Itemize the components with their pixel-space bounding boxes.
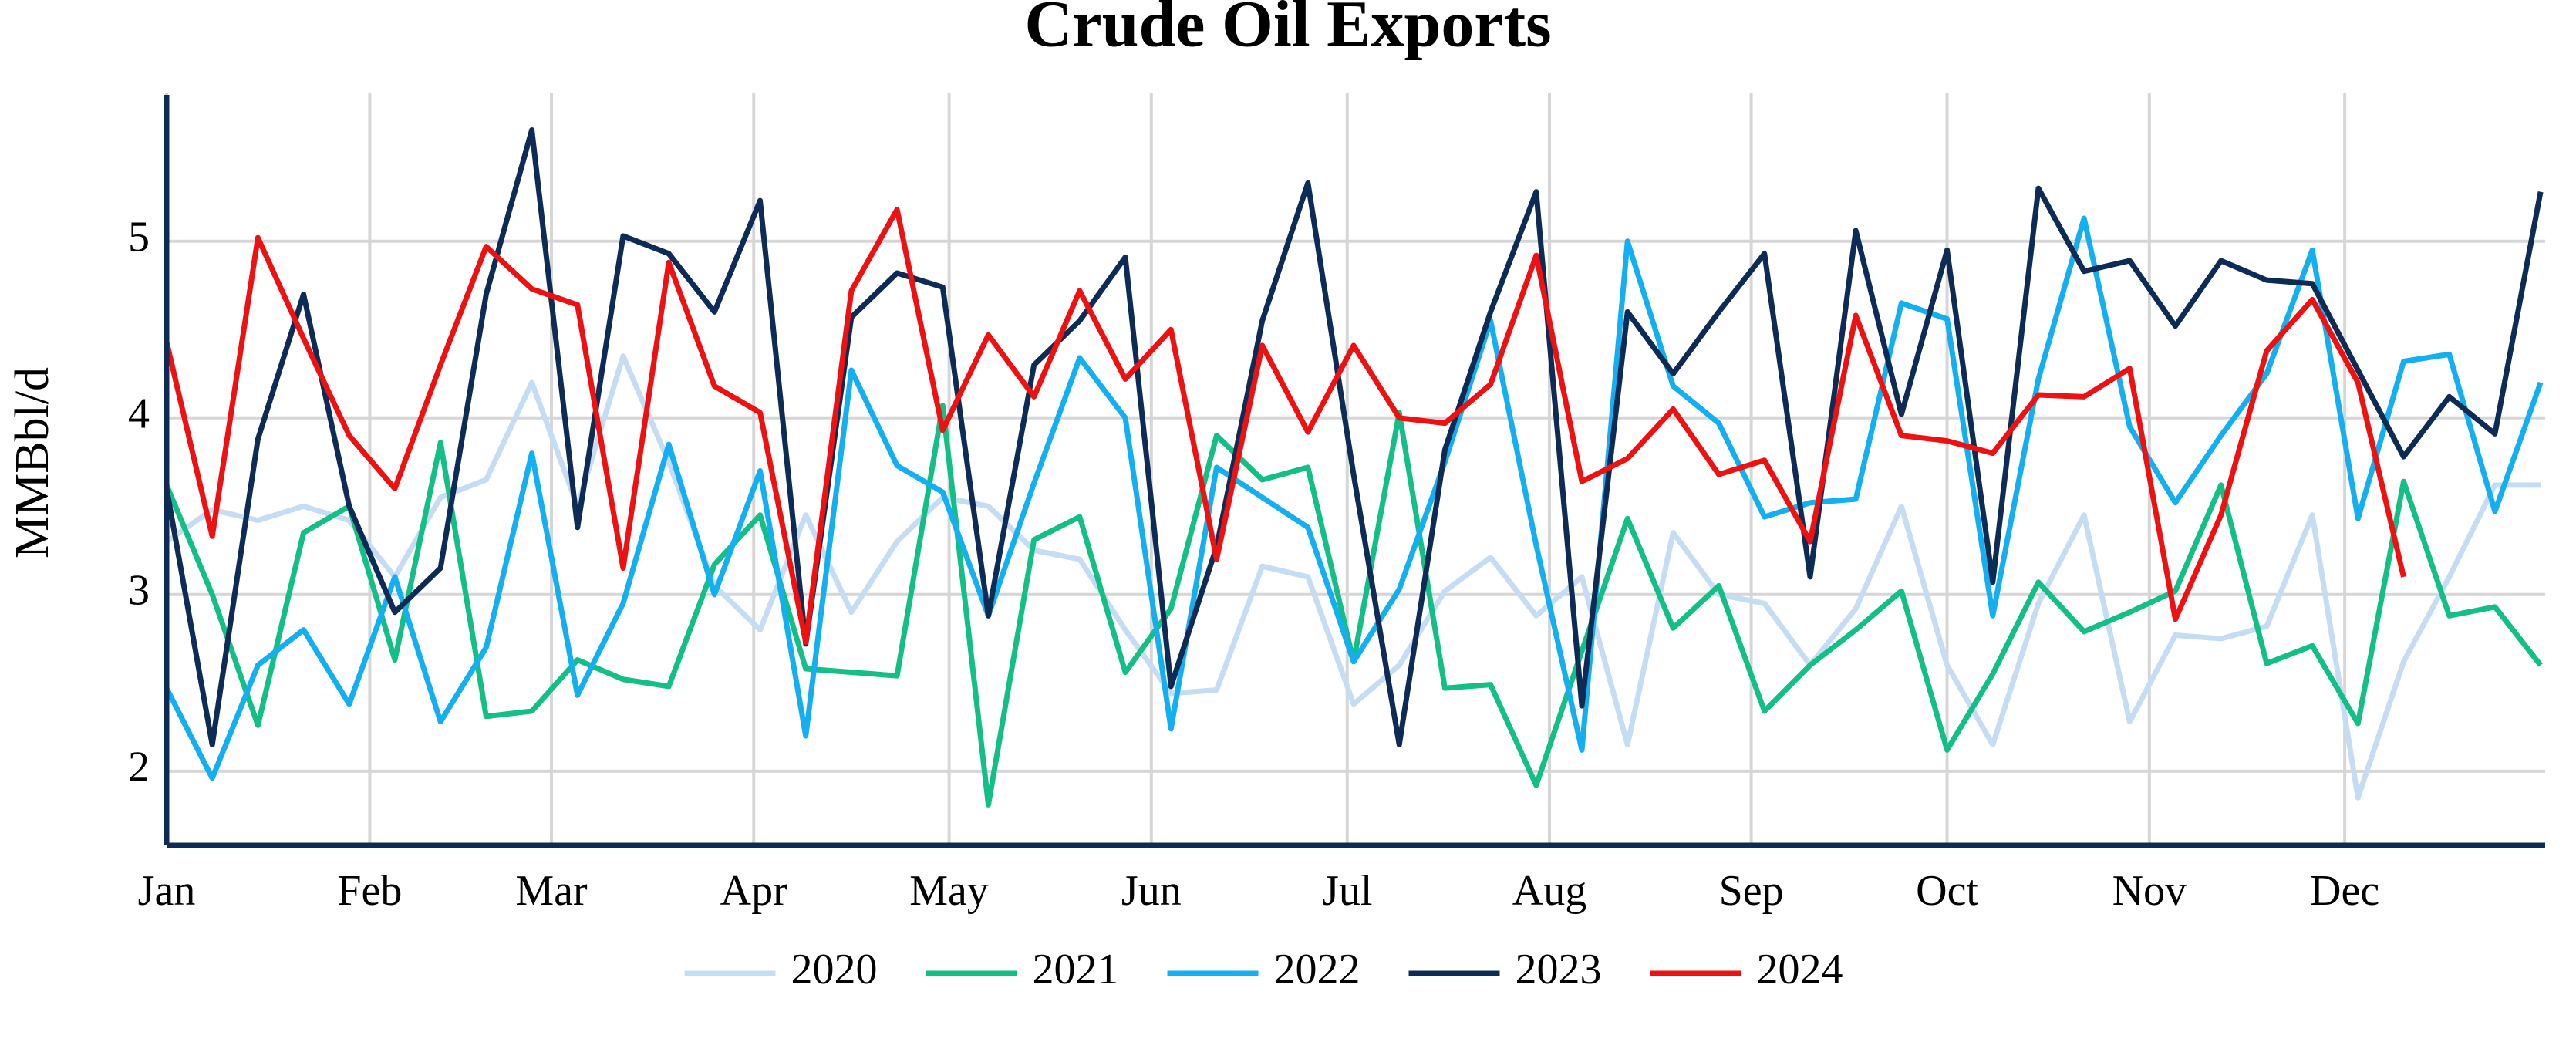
legend-label: 2021 <box>1033 946 1119 993</box>
series-line <box>167 353 2541 801</box>
x-tick-label: Jan <box>138 867 196 915</box>
y-tick-label: 2 <box>128 744 150 791</box>
y-tick-label: 3 <box>128 567 150 615</box>
x-tick-label: Feb <box>337 867 402 915</box>
x-tick-label: Mar <box>515 867 588 915</box>
y-axis-label: MMBbl/d <box>6 367 59 558</box>
y-tick-label: 5 <box>128 214 150 261</box>
x-tick-label: May <box>909 867 989 915</box>
legend-label: 2023 <box>1516 946 1602 993</box>
x-tick-label: Jun <box>1121 867 1182 915</box>
legend-label: 2020 <box>791 946 878 993</box>
plot-lines <box>167 127 2544 808</box>
series-line <box>167 207 2406 646</box>
x-tick-label: Aug <box>1512 867 1586 915</box>
legend-label: 2024 <box>1757 946 1843 993</box>
x-tick-label: Nov <box>2112 867 2187 915</box>
series-line <box>167 127 2544 747</box>
x-tick-label: Jul <box>1322 867 1372 915</box>
y-tick-label: 4 <box>128 390 150 438</box>
legend-label: 2022 <box>1274 946 1360 993</box>
x-tick-label: Sep <box>1719 867 1784 915</box>
x-tick-label: Dec <box>2310 867 2379 915</box>
x-tick-label: Apr <box>720 867 787 915</box>
x-tick-label: Oct <box>1916 867 1978 915</box>
chart-title: Crude Oil Exports <box>1024 0 1551 61</box>
series-line <box>167 215 2544 781</box>
